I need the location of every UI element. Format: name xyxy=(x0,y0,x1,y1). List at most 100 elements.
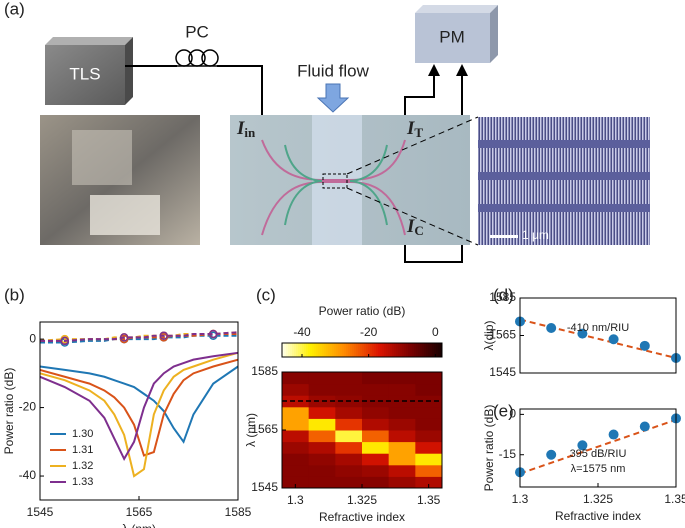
y-tick-label: -40 xyxy=(19,468,37,482)
drop-line xyxy=(39,358,239,457)
scale-bar xyxy=(490,235,518,238)
drop-line xyxy=(39,351,239,478)
colorbar-step xyxy=(366,343,369,357)
colorbar-step xyxy=(404,343,407,357)
heat-cell xyxy=(308,372,336,385)
colorbar-step xyxy=(372,343,375,357)
colorbar-frame xyxy=(281,342,443,358)
heat-cell xyxy=(282,372,310,385)
heat-cell xyxy=(388,476,416,489)
colorbar-step xyxy=(282,343,285,357)
y-tick-label: 0 xyxy=(509,407,516,421)
heat-cell xyxy=(388,372,416,385)
heat-cell xyxy=(282,464,310,477)
legend-label: 1.33 xyxy=(72,476,93,488)
sem-image xyxy=(478,117,650,245)
annotation: 395 dB/RIU xyxy=(570,448,627,460)
colorbar-step xyxy=(416,343,419,357)
heat-cell xyxy=(362,395,390,408)
legend-label: 1.31 xyxy=(72,444,93,456)
point xyxy=(608,429,619,440)
y-axis-label: λ(dip) xyxy=(482,320,496,350)
plot-frame xyxy=(519,297,677,374)
y-tick-label: 1545 xyxy=(251,480,278,494)
colorbar-step xyxy=(290,343,293,357)
colorbar-step xyxy=(298,343,301,357)
colorbar-label: Power ratio (dB) xyxy=(319,304,406,318)
y-tick-label: 0 xyxy=(29,331,36,345)
colorbar-step xyxy=(332,343,335,357)
colorbar-step xyxy=(292,343,295,357)
colorbar-step xyxy=(314,343,317,357)
colorbar-step xyxy=(418,343,421,357)
heat-cell xyxy=(308,383,336,396)
pc-label: PC xyxy=(185,22,209,41)
colorbar-step xyxy=(398,343,401,357)
point xyxy=(577,328,588,339)
colorbar-step xyxy=(424,343,427,357)
colorbar-step xyxy=(440,343,443,357)
heat-cell xyxy=(308,453,336,466)
photo-detail xyxy=(90,195,160,235)
colorbar-step xyxy=(394,343,397,357)
x-tick-label: 1.3 xyxy=(512,492,529,506)
heat-cell xyxy=(415,418,443,431)
panel-label: (c) xyxy=(256,285,276,304)
panel-label: (a) xyxy=(4,0,25,18)
colorbar-step xyxy=(422,343,425,357)
heat-cell xyxy=(362,441,390,454)
colorbar-step xyxy=(368,343,371,357)
flow-arrow xyxy=(316,83,350,113)
point xyxy=(159,331,168,340)
box-side xyxy=(125,37,133,105)
arrow-head xyxy=(456,64,468,76)
heat-cell xyxy=(388,383,416,396)
heat-cell xyxy=(388,430,416,443)
heat-cell xyxy=(335,453,363,466)
colorbar-step xyxy=(342,343,345,357)
colorbar-step xyxy=(286,343,289,357)
colorbar-step xyxy=(306,343,309,357)
colorbar-step xyxy=(296,343,299,357)
y-axis-label: λ (nm) xyxy=(244,413,258,447)
heat-cell xyxy=(415,464,443,477)
colorbar-step xyxy=(312,343,315,357)
heat-cell xyxy=(282,441,310,454)
colorbar-step xyxy=(388,343,391,357)
zoom-lines xyxy=(346,116,479,246)
colorbar-step xyxy=(320,343,323,357)
colorbar-step xyxy=(336,343,339,357)
input-label: Iin xyxy=(236,118,256,140)
colorbar-step xyxy=(340,343,343,357)
legend-label: 1.32 xyxy=(72,460,93,472)
heat-cell xyxy=(362,383,390,396)
colorbar-step xyxy=(392,343,395,357)
meter-box xyxy=(415,13,490,63)
colorbar-step xyxy=(370,343,373,357)
colorbar-step xyxy=(380,343,383,357)
heat-cell xyxy=(282,453,310,466)
colorbar-step xyxy=(318,343,321,357)
laser-box xyxy=(45,45,125,105)
colorbar-step xyxy=(360,343,363,357)
heat-cell xyxy=(388,406,416,419)
heat-cell xyxy=(415,372,443,385)
colorbar-step xyxy=(350,343,353,357)
cross-label: IC xyxy=(406,216,424,238)
y-tick-label: 1565 xyxy=(251,422,278,436)
x-axis-label: Refractive index xyxy=(555,509,641,523)
x-tick-label: 1.325 xyxy=(347,493,377,507)
heat-cell xyxy=(308,476,336,489)
colorbar-step xyxy=(324,343,327,357)
colorbar-step xyxy=(420,343,423,357)
point xyxy=(577,440,588,451)
heat-cell xyxy=(362,372,390,385)
box-top xyxy=(415,5,498,13)
flow-label: Fluid flow xyxy=(297,61,370,80)
y-axis-label: Power ratio (dB) xyxy=(482,405,496,492)
colorbar-step xyxy=(408,343,411,357)
heat-cell xyxy=(362,476,390,489)
heat-cell xyxy=(335,430,363,443)
through-line xyxy=(40,331,239,342)
heat-cell xyxy=(388,453,416,466)
